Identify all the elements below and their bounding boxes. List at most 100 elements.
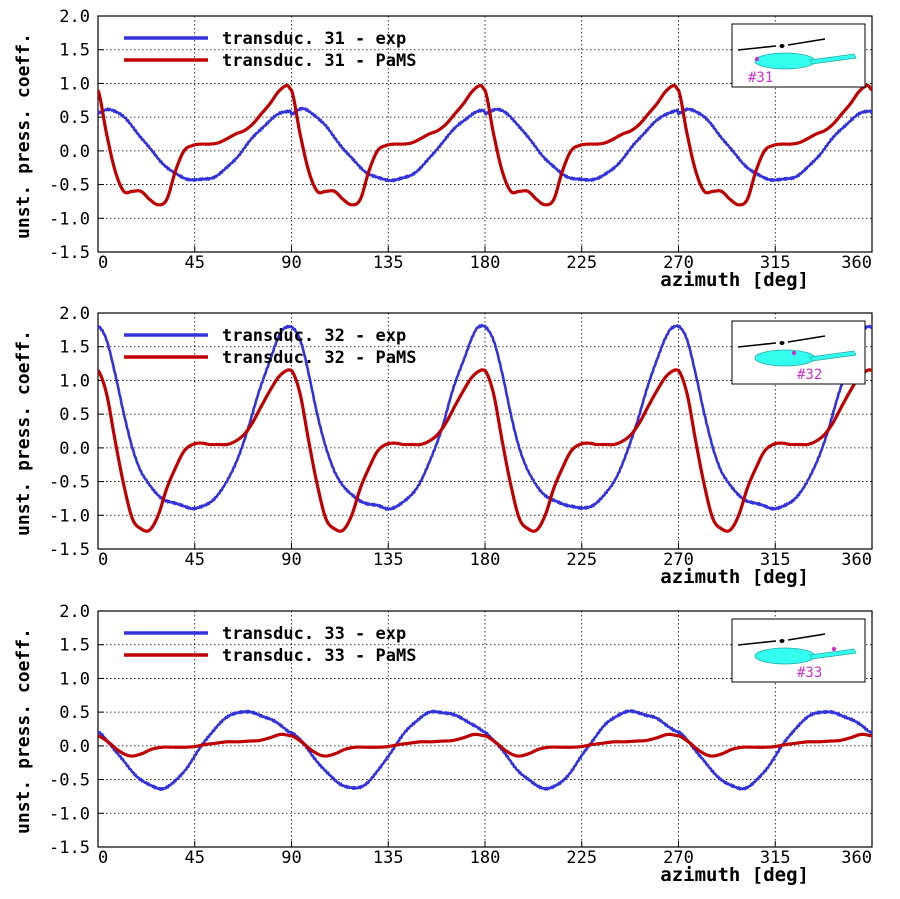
- x-tick-label: 315: [760, 848, 791, 868]
- x-tick-label: 135: [373, 550, 404, 570]
- y-tick-label: 1.5: [59, 41, 90, 61]
- y-tick-label: -1.5: [49, 838, 90, 858]
- legend-entry: transduc. 32 - exp: [222, 326, 406, 346]
- series-group: [98, 323, 872, 533]
- y-tick-label: 0.5: [59, 703, 90, 723]
- y-tick-label: -1.0: [49, 209, 90, 229]
- legend-entry: transduc. 31 - exp: [222, 29, 406, 49]
- inset-transducer-label: #33: [797, 665, 822, 681]
- y-tick-label: 1.0: [59, 669, 90, 689]
- y-tick-label: -1.0: [49, 506, 90, 526]
- fuselage: [754, 349, 816, 367]
- y-tick-label: 0.5: [59, 405, 90, 425]
- rotor-blade-right: [787, 633, 826, 641]
- tail-boom: [809, 350, 857, 362]
- x-tick-label: 270: [663, 550, 694, 570]
- legend-entry: transduc. 33 - PaMS: [222, 646, 416, 666]
- x-tick-label: 0: [98, 848, 108, 868]
- x-tick-label: 90: [281, 848, 301, 868]
- x-tick-label: 225: [566, 848, 597, 868]
- x-tick-label: 45: [185, 550, 205, 570]
- legend-entry: transduc. 32 - PaMS: [222, 348, 416, 368]
- x-tick-label: 270: [663, 253, 694, 273]
- series-line-exp: [98, 106, 872, 183]
- transducer-marker: [831, 646, 837, 652]
- x-tick-label: 135: [373, 848, 404, 868]
- x-tick-label: 90: [281, 550, 301, 570]
- y-tick-label: 1.0: [59, 74, 90, 94]
- series-line-pams: [98, 83, 872, 207]
- y-axis-label: unst. press. coeff.: [13, 628, 34, 834]
- y-tick-label: 2.0: [59, 304, 90, 324]
- y-tick-label: 1.5: [59, 636, 90, 656]
- inset-transducer-label: #32: [797, 367, 822, 383]
- y-tick-label: 0.5: [59, 108, 90, 128]
- series-line-pams: [98, 732, 872, 758]
- y-tick-label: -1.5: [49, 243, 90, 263]
- y-tick-label: 0.0: [59, 439, 90, 459]
- transducer-marker: [791, 350, 797, 356]
- x-axis-label: azimuth [deg]: [660, 864, 809, 886]
- helicopter-inset: #32: [731, 320, 866, 385]
- x-tick-label: 315: [760, 253, 791, 273]
- y-tick-label: -1.5: [49, 540, 90, 560]
- x-tick-label: 225: [566, 550, 597, 570]
- x-tick-label: 0: [98, 253, 108, 273]
- y-tick-label: 2.0: [59, 7, 90, 27]
- x-tick-label: 360: [841, 253, 872, 273]
- x-axis-label: azimuth [deg]: [660, 269, 809, 291]
- fuselage: [754, 52, 816, 70]
- x-tick-label: 180: [470, 253, 501, 273]
- fuselage: [754, 647, 816, 665]
- y-tick-label: -1.0: [49, 804, 90, 824]
- inset-wrapper: #31: [731, 23, 866, 88]
- x-tick-label: 45: [185, 253, 205, 273]
- x-tick-label: 270: [663, 848, 694, 868]
- x-tick-label: 315: [760, 550, 791, 570]
- chart-panel-1: 0 45 90 135 180 225 270 315 360 -1.5 -1.0 -0.5 0.0 0.…: [13, 7, 873, 291]
- x-tick-label: 0: [98, 550, 108, 570]
- inset-wrapper: #32: [731, 320, 866, 385]
- chart-panel-3: 0 45 90 135 180 225 270 315 360 -1.5 -1.0 -0.5 0.0 0.…: [13, 602, 873, 886]
- series-group: [98, 709, 872, 791]
- rotor-blade-left: [737, 640, 777, 646]
- series-line-exp: [98, 709, 872, 791]
- x-tick-label: 45: [185, 848, 205, 868]
- x-tick-label: 360: [841, 848, 872, 868]
- y-tick-label: 2.0: [59, 602, 90, 622]
- rotor-hub: [779, 341, 785, 345]
- y-tick-label: -0.5: [49, 473, 90, 493]
- legend-entry: transduc. 31 - PaMS: [222, 51, 416, 71]
- transducer-marker: [754, 56, 760, 62]
- rotor-hub: [779, 639, 785, 643]
- tail-boom: [809, 53, 857, 65]
- rotor-hub: [779, 44, 785, 48]
- y-tick-label: 1.0: [59, 371, 90, 391]
- x-tick-label: 135: [373, 253, 404, 273]
- chart-panel-2: 0 45 90 135 180 225 270 315 360 -1.5 -1.0 -0.5 0.0 0.…: [13, 304, 873, 588]
- x-tick-label: 180: [470, 848, 501, 868]
- series-line-pams: [98, 368, 872, 533]
- rotor-blade-left: [737, 45, 777, 51]
- inset-transducer-label: #31: [748, 70, 773, 86]
- series-group: [98, 83, 872, 207]
- helicopter-inset: #31: [731, 23, 866, 88]
- x-tick-label: 90: [281, 253, 301, 273]
- rotor-blade-left: [737, 342, 777, 348]
- x-tick-label: 180: [470, 550, 501, 570]
- legend-entry: transduc. 33 - exp: [222, 624, 406, 644]
- x-axis-label: azimuth [deg]: [660, 566, 809, 588]
- y-tick-label: 0.0: [59, 142, 90, 162]
- helicopter-inset: #33: [731, 618, 866, 683]
- y-tick-label: 0.0: [59, 737, 90, 757]
- y-tick-label: 1.5: [59, 338, 90, 358]
- y-axis-label: unst. press. coeff.: [13, 33, 34, 239]
- rotor-blade-right: [787, 335, 826, 343]
- y-tick-label: -0.5: [49, 771, 90, 791]
- tail-boom: [809, 648, 857, 660]
